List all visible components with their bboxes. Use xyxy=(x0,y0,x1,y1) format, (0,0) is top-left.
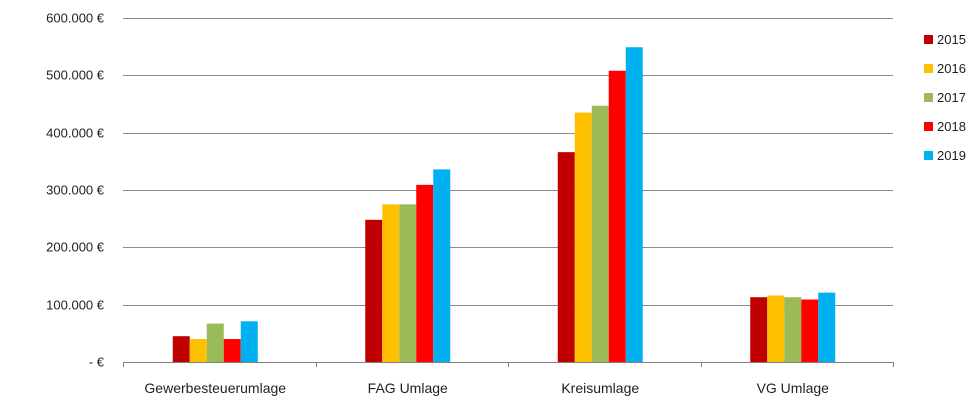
bars xyxy=(172,47,836,363)
y-tick-label: 500.000 € xyxy=(46,68,105,83)
bar-2015 xyxy=(750,297,768,362)
legend-label-2017: 2017 xyxy=(937,90,966,105)
bar-2017 xyxy=(399,204,417,362)
bar-2017 xyxy=(591,105,609,362)
bar-2019 xyxy=(240,321,258,362)
y-tick-label: - € xyxy=(89,355,105,370)
bar-2016 xyxy=(382,204,400,362)
y-tick-label: 300.000 € xyxy=(46,183,105,198)
bar-2016 xyxy=(767,295,785,362)
bar-2018 xyxy=(416,184,434,362)
x-category-label: FAG Umlage xyxy=(368,380,448,396)
x-axis: Gewerbesteuerumlage FAG Umlage Kreisumlage… xyxy=(123,362,894,396)
x-category-label: VG Umlage xyxy=(757,380,830,396)
y-tick-label: 600.000 € xyxy=(46,11,105,26)
bar-2015 xyxy=(365,219,383,362)
legend-swatch-2017 xyxy=(924,93,933,102)
y-axis-ticks: - € 100.000 € 200.000 € 300.000 € 400.000 € 5… xyxy=(46,11,105,370)
legend-swatch-2019 xyxy=(924,151,933,160)
bar-2015 xyxy=(557,152,575,362)
y-tick-label: 200.000 € xyxy=(46,240,105,255)
legend-swatch-2016 xyxy=(924,64,933,73)
bar-2019 xyxy=(433,169,451,362)
bar-2018 xyxy=(223,339,241,362)
bar-2017 xyxy=(784,297,802,362)
gridlines xyxy=(123,18,893,306)
legend-swatch-2018 xyxy=(924,122,933,131)
legend: 2015 2016 2017 2018 2019 xyxy=(924,32,966,163)
y-tick-label: 100.000 € xyxy=(46,298,105,313)
legend-label-2018: 2018 xyxy=(937,119,966,134)
legend-label-2015: 2015 xyxy=(937,32,966,47)
bar-2016 xyxy=(189,339,207,362)
bar-2016 xyxy=(574,112,592,362)
legend-label-2019: 2019 xyxy=(937,148,966,163)
legend-label-2016: 2016 xyxy=(937,61,966,76)
legend-swatch-2015 xyxy=(924,35,933,44)
bar-2019 xyxy=(625,47,643,363)
bar-2018 xyxy=(608,70,626,362)
bar-2018 xyxy=(801,299,819,362)
bar-2017 xyxy=(206,323,224,362)
x-category-label: Kreisumlage xyxy=(561,380,639,396)
y-tick-label: 400.000 € xyxy=(46,126,105,141)
bar-2019 xyxy=(818,292,836,362)
bar-2015 xyxy=(172,336,190,362)
x-category-label: Gewerbesteuerumlage xyxy=(144,380,286,396)
